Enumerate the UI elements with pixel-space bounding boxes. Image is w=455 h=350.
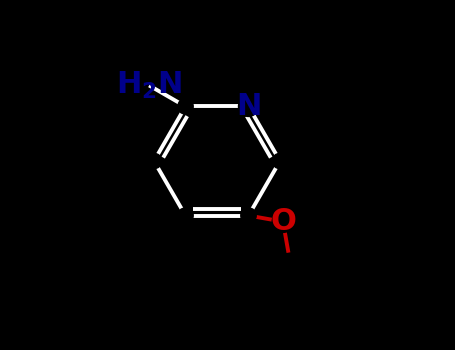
Text: N: N [236, 92, 261, 121]
Circle shape [238, 97, 258, 117]
Circle shape [241, 208, 256, 223]
Circle shape [272, 211, 294, 232]
Text: $\mathregular{H_2N}$: $\mathregular{H_2N}$ [116, 70, 182, 101]
Circle shape [178, 99, 193, 114]
Circle shape [272, 153, 288, 169]
Text: O: O [270, 207, 296, 236]
Circle shape [147, 153, 162, 169]
Circle shape [178, 208, 193, 223]
